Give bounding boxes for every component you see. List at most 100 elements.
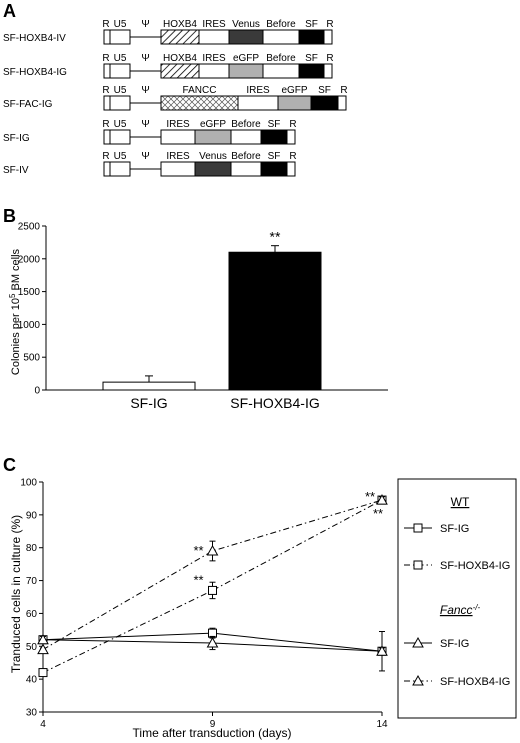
- panel-c-y-tick-label: 90: [26, 510, 38, 521]
- r-label: R: [102, 53, 109, 64]
- segment-label: Venus: [199, 151, 227, 162]
- panel-c-y-tick-label: 80: [26, 543, 38, 554]
- significance-annotation: **: [193, 572, 203, 587]
- segment-label: IRES: [166, 151, 190, 162]
- data-point: [376, 645, 388, 656]
- psi-label: Ψ: [141, 151, 149, 162]
- vector-segment-blank: [103, 129, 111, 145]
- panel-b-y-axis-label: Colonies per 105 BM cells: [8, 248, 23, 375]
- r-label: R: [289, 151, 296, 162]
- data-point: [206, 636, 219, 648]
- legend-marker: [413, 560, 423, 570]
- panel-c-y-tick-label: 30: [26, 708, 38, 719]
- panel-c-y-tick-label: 70: [26, 576, 38, 587]
- vector-segment-grey: [228, 63, 264, 79]
- u5-label: U5: [114, 53, 127, 64]
- vector-segment-grey: [194, 129, 232, 145]
- panel-c-legend: WT Fancc-/- SF-IG SF-HOXB4-IG SF-IG SF-HOXB…: [397, 478, 517, 719]
- significance-annotation: **: [365, 489, 375, 504]
- vector-segment-blank: [103, 29, 111, 45]
- segment-label: Before: [266, 53, 296, 64]
- bar: [228, 251, 322, 391]
- data-point: [208, 585, 217, 595]
- segment-label: eGFP: [233, 53, 259, 64]
- legend-entry-label: SF-IG: [440, 638, 469, 650]
- r-label: R: [102, 19, 109, 30]
- vector-segment-blank: [286, 129, 296, 145]
- segment-label: Before: [266, 19, 296, 30]
- r-label: R: [102, 151, 109, 162]
- vector-segment-black: [260, 129, 288, 145]
- panel-label-c: C: [3, 455, 16, 475]
- segment-label: IRES: [246, 85, 270, 96]
- legend-entry-label: SF-HOXB4-IG: [440, 676, 510, 688]
- vector-segment-blank: [160, 161, 196, 177]
- segment-label: IRES: [202, 53, 226, 64]
- data-point: [206, 544, 219, 556]
- vector-segment-blank: [109, 63, 131, 79]
- psi-label: Ψ: [141, 119, 149, 130]
- construct-name: SF-IV: [3, 165, 29, 176]
- significance-annotation: **: [270, 229, 281, 245]
- panel-b-y-tick-label: 0: [34, 386, 40, 397]
- panel-b-y-tick-label: 1000: [18, 320, 41, 331]
- u5-label: U5: [114, 151, 127, 162]
- vector-segment-blank: [109, 129, 131, 145]
- segment-label: eGFP: [281, 85, 307, 96]
- series-line: [42, 499, 383, 674]
- legend-wt-title: WT: [451, 495, 470, 509]
- significance-annotation: **: [193, 543, 203, 558]
- sf-label: SF: [268, 151, 281, 162]
- vector-segment-blank: [103, 63, 111, 79]
- panel-b-y-tick-label: 2500: [18, 222, 41, 233]
- psi-label: Ψ: [141, 53, 149, 64]
- vector-segment-black: [310, 95, 339, 111]
- panel-b-y-tick-label: 500: [23, 353, 40, 364]
- panel-b-y-tick-label: 1500: [18, 287, 41, 298]
- panel-c-line-chart: C Tranduced cells in culture (%) Time af…: [3, 455, 388, 740]
- panel-c-x-tick-label: 4: [40, 719, 46, 730]
- data-point: [376, 494, 388, 505]
- vector-segment-blank: [323, 63, 333, 79]
- panel-a-vector-maps: A SF-HOXB4-IV R U5 Ψ HOXB4 IRES Venus Before SF R…: [3, 1, 348, 177]
- segment-label: IRES: [202, 19, 226, 30]
- panel-c-y-axis-label: Tranduced cells in culture (%): [9, 515, 23, 673]
- vector-segment-hatch: [160, 29, 200, 45]
- sf-label: SF: [305, 53, 318, 64]
- bar: [102, 381, 196, 391]
- sf-label: SF: [268, 119, 281, 130]
- vector-segment-blank: [237, 95, 279, 111]
- vector-segment-blank: [262, 63, 300, 79]
- panel-b-category-label: SF-HOXB4-IG: [230, 395, 319, 411]
- r-label: R: [326, 19, 333, 30]
- vector-segment-blank: [109, 95, 131, 111]
- panel-c-y-tick-label: 100: [20, 478, 37, 489]
- vector-segment-black: [260, 161, 288, 177]
- panel-c-x-tick-label: 14: [376, 719, 388, 730]
- segment-label: IRES: [166, 119, 190, 130]
- sf-label: SF: [318, 85, 331, 96]
- vector-segment-blank: [109, 161, 131, 177]
- vector-segment-grey: [277, 95, 312, 111]
- legend-entry-label: SF-IG: [440, 523, 469, 535]
- vector-segment-blank: [109, 29, 131, 45]
- vector-segment-black: [298, 29, 325, 45]
- panel-b-category-label: SF-IG: [130, 395, 167, 411]
- segment-label: Before: [231, 151, 261, 162]
- segment-label: HOXB4: [163, 53, 197, 64]
- vector-segment-blank: [286, 161, 296, 177]
- construct-name: SF-IG: [3, 133, 30, 144]
- panel-c-y-tick-label: 40: [26, 675, 38, 686]
- u5-label: U5: [114, 85, 127, 96]
- u5-label: U5: [114, 119, 127, 130]
- u5-label: U5: [114, 19, 127, 30]
- vector-segment-hatch: [160, 63, 200, 79]
- panel-label-b: B: [3, 206, 16, 226]
- data-point: [37, 643, 49, 655]
- significance-annotation: **: [373, 506, 383, 521]
- psi-label: Ψ: [141, 85, 149, 96]
- vector-segment-blank: [103, 95, 111, 111]
- vector-segment-blank: [198, 29, 230, 45]
- vector-segment-blank: [198, 63, 230, 79]
